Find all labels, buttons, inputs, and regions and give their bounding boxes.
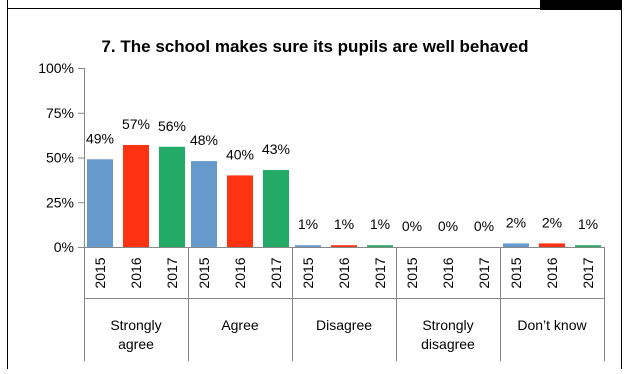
chart-title: 7. The school makes sure its pupils are …: [101, 37, 528, 56]
y-tick-label: 25%: [46, 194, 74, 210]
bar-2015: [295, 245, 321, 247]
bar-value-label: 1%: [334, 216, 354, 232]
x-year-label: 2015: [404, 257, 420, 288]
x-year-label: 2015: [300, 257, 316, 288]
x-year-label: 2016: [128, 257, 144, 288]
bar-2015: [191, 161, 217, 247]
y-tick-label: 0%: [54, 239, 74, 255]
x-year-label: 2016: [544, 257, 560, 288]
bar-value-label: 0%: [402, 218, 422, 234]
bar-value-label: 1%: [578, 216, 598, 232]
bar-2015: [87, 159, 113, 247]
x-year-label: 2015: [92, 257, 108, 288]
x-year-label: 2017: [476, 257, 492, 288]
x-year-label: 2016: [440, 257, 456, 288]
bar-value-label: 0%: [474, 218, 494, 234]
bar-value-label: 2%: [542, 214, 562, 230]
bars-layer: [87, 144, 601, 247]
bar-2017: [575, 245, 601, 247]
bar-value-label: 57%: [122, 116, 150, 132]
y-tick-label: 100%: [38, 60, 74, 76]
bar-value-label: 0%: [438, 218, 458, 234]
bar-value-label: 56%: [158, 118, 186, 134]
bar-labels-layer: 49% 57% 56%48% 40% 43% 1% 1% 1% 0% 0% 0% 2% 2% 1%: [86, 116, 598, 234]
bar-2016: [227, 175, 253, 247]
x-group-label: Strongly disagree: [421, 317, 475, 352]
bar-value-label: 48%: [190, 132, 218, 148]
y-tick-label: 50%: [46, 150, 74, 166]
bar-value-label: 1%: [298, 216, 318, 232]
x-year-label: 2017: [164, 257, 180, 288]
x-year-label: 2015: [196, 257, 212, 288]
bar-value-label: 49%: [86, 130, 114, 146]
bar-2017: [263, 170, 289, 247]
y-axis: 0% 25% 50% 75% 100%: [38, 60, 85, 255]
x-year-label: 2017: [372, 257, 388, 288]
x-year-label: 2016: [232, 257, 248, 288]
x-group-label: Agree: [221, 317, 259, 333]
bar-2016: [123, 144, 149, 247]
bar-value-label: 2%: [506, 214, 526, 230]
bar-2017: [367, 245, 393, 247]
x-year-label: 2017: [268, 257, 284, 288]
x-year-label: 2015: [508, 257, 524, 288]
x-year-label: 2017: [580, 257, 596, 288]
bar-value-label: 43%: [262, 141, 290, 157]
bar-2015: [503, 243, 529, 247]
bar-2016: [539, 243, 565, 247]
bar-2017: [159, 146, 185, 247]
x-axis: 2015 2016 2017 Strongly agree 2015 2016 2017 Agr…: [84, 247, 605, 361]
bar-value-label: 1%: [370, 216, 390, 232]
bar-2016: [331, 245, 357, 247]
x-year-label: 2016: [336, 257, 352, 288]
clipped-heading-fragment: [540, 0, 622, 10]
y-tick-label: 75%: [46, 105, 74, 121]
x-group-label: Strongly agree: [110, 317, 161, 352]
x-group-label: Don’t know: [517, 317, 587, 333]
bar-value-label: 40%: [226, 146, 254, 162]
x-group-label: Disagree: [316, 317, 372, 333]
